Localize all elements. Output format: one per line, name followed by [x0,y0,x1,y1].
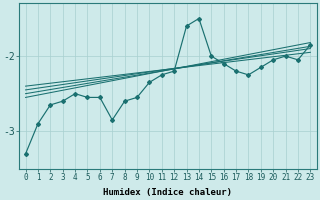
X-axis label: Humidex (Indice chaleur): Humidex (Indice chaleur) [103,188,232,197]
